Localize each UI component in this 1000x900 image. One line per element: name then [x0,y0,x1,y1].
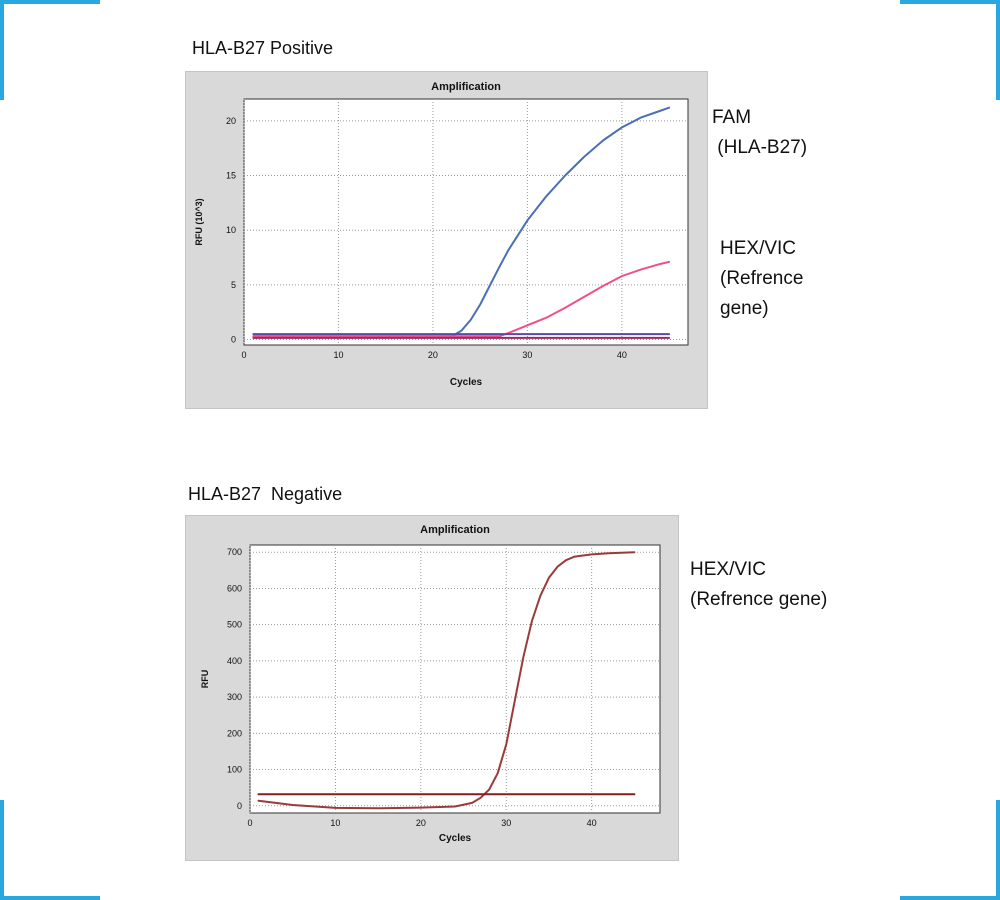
y-axis-label: RFU [200,670,210,689]
y-tick-label: 600 [227,583,242,593]
corner-bracket-top-right-h [900,0,1000,4]
x-axis-label: Cycles [439,833,472,844]
hex-vic-label-line-1: HEX/VIC [720,238,797,259]
plot-area [243,98,689,346]
chart-title: Amplification [431,81,501,93]
fam-series-label: FAM (HLA-B27) [712,103,807,163]
x-tick-label: 10 [330,818,340,828]
y-tick-label: 300 [227,692,242,702]
hex-vic-label-line-2: (Refrence [720,268,804,289]
corner-bracket-bottom-right-h [900,896,1000,900]
y-tick-label: 10 [226,225,236,235]
series-line-0 [257,551,636,810]
x-tick-label: 0 [241,350,246,360]
corner-bracket-bottom-right-v [996,800,1000,900]
x-tick-label: 20 [416,818,426,828]
x-tick-label: 20 [428,350,438,360]
chart-title: Amplification [420,524,490,536]
y-tick-label: 100 [227,765,242,775]
y-tick-label: 5 [231,280,236,290]
series-line-0 [252,106,671,338]
negative-hex-vic-label-line-2: (Refrence gene) [690,589,828,610]
y-tick-label: 0 [237,801,242,811]
corner-bracket-bottom-left-v [0,800,4,900]
corner-bracket-top-right-v [996,0,1000,100]
corner-bracket-top-left-v [0,0,4,100]
y-tick-label: 400 [227,656,242,666]
x-tick-label: 0 [247,818,252,828]
corner-bracket-top-left-h [0,0,100,4]
x-tick-label: 40 [617,350,627,360]
hex-vic-series-label: HEX/VIC (Refrence gene) [720,234,803,324]
positive-amplification-chart: Amplification 0 10 20 30 40 0 5 10 15 20 Cycles RFU … [194,81,689,388]
y-tick-label: 15 [226,171,236,181]
y-tick-label: 20 [226,116,236,126]
fam-label-line-2: (HLA-B27) [712,137,808,158]
x-tick-label: 40 [587,818,597,828]
y-axis-label: RFU (10^3) [194,198,204,245]
x-tick-label: 30 [501,818,511,828]
positive-chart-frame: Amplification 0 10 20 30 40 0 5 10 15 20 Cycles RFU … [185,71,708,409]
x-tick-label: 30 [522,350,532,360]
hex-vic-label-line-3: gene) [720,298,769,319]
negative-panel-title: HLA-B27 Negative [188,484,343,504]
y-tick-label: 500 [227,620,242,630]
positive-panel-title: HLA-B27 Positive [192,38,334,58]
y-tick-label: 200 [227,728,242,738]
negative-chart-frame: Amplification 0 10 20 30 40 0 100 200 300 400 500 60… [185,515,679,861]
y-tick-label: 700 [227,547,242,557]
x-tick-label: 10 [333,350,343,360]
plot-area [249,544,661,814]
x-axis-label: Cycles [450,377,483,388]
negative-hex-vic-label-line-1: HEX/VIC [690,559,767,580]
negative-hex-vic-series-label: HEX/VIC (Refrence gene) [690,555,827,615]
corner-bracket-bottom-left-h [0,896,100,900]
y-tick-label: 0 [231,335,236,345]
fam-label-line-1: FAM [712,107,752,128]
